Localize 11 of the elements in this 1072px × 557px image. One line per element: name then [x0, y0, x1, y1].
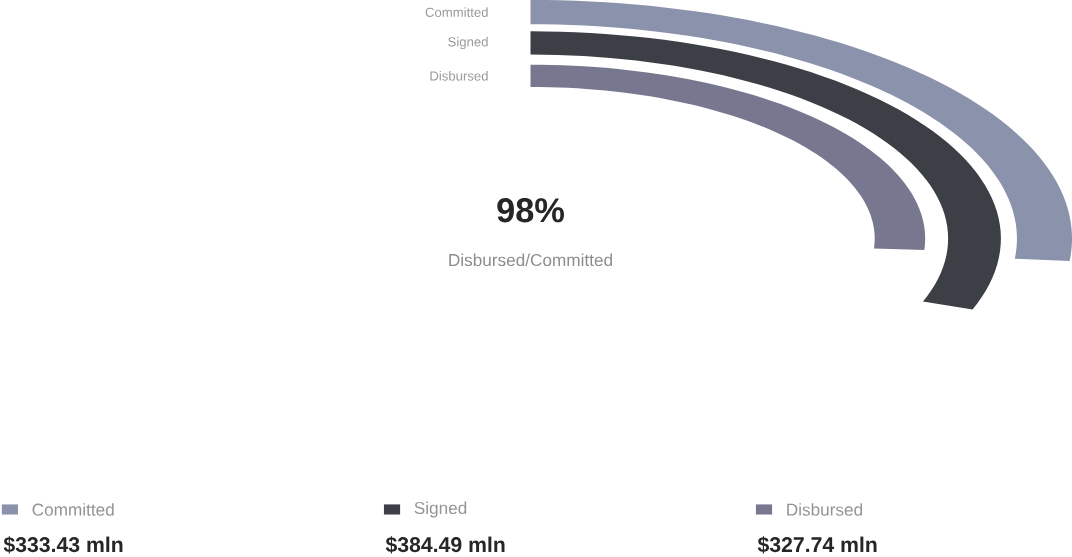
- category-label: Signed: [448, 36, 488, 50]
- data-label: $327.74 mln: [757, 536, 877, 554]
- x-tick-label: Disbursed: [787, 503, 863, 516]
- x-tick-label: Signed: [414, 501, 467, 518]
- category-label: Disbursed: [430, 71, 488, 81]
- data-label: $333.43 mln: [3, 536, 123, 554]
- category-label: Committed: [425, 7, 488, 18]
- text: Disbursed/Committed: [449, 253, 612, 267]
- x-tick-label: Committed: [32, 503, 114, 516]
- text: 98%: [497, 198, 564, 223]
- data-label: $384.49 mln: [385, 536, 505, 554]
